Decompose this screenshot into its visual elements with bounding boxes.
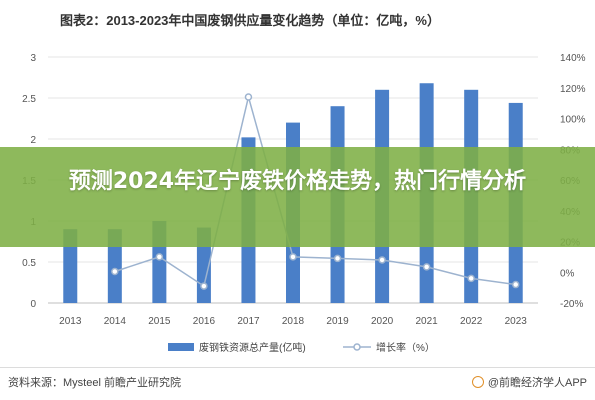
chart-title: 图表2：2013-2023年中国废钢供应量变化趋势（单位：亿吨，%）: [60, 13, 440, 28]
brand-logo-icon: [471, 376, 484, 388]
x-tick-label: 2013: [59, 316, 82, 327]
y-right-tick-label: 100%: [560, 115, 586, 126]
x-tick-label: 2018: [282, 316, 305, 327]
y-left-tick-label: 2: [30, 135, 36, 146]
legend-swatch-bar: [168, 343, 194, 351]
y-right-tick-label: 120%: [560, 84, 586, 95]
y-right-tick-label: -20%: [560, 299, 583, 310]
growth-point: [111, 267, 119, 276]
growth-point: [378, 256, 386, 264]
y-left-tick-label: 0.5: [22, 258, 36, 269]
headline-banner: 预测2024年辽宁废铁价格走势，热门行情分析: [0, 147, 595, 247]
x-tick-label: 2023: [505, 316, 528, 327]
x-tick-label: 2022: [460, 316, 483, 327]
growth-point: [333, 254, 342, 263]
legend-label-bar: 废钢铁资源总产量(亿吨): [199, 341, 306, 354]
y-right-tick-label: 0%: [560, 268, 575, 279]
growth-point: [289, 253, 297, 261]
x-tick-label: 2014: [104, 316, 127, 327]
growth-point: [467, 274, 475, 283]
y-left-tick-label: 0: [30, 299, 36, 310]
growth-point: [244, 93, 253, 101]
growth-point: [422, 263, 431, 271]
growth-line: [114, 96, 516, 288]
x-tick-label: 2015: [148, 316, 171, 327]
growth-point: [155, 253, 164, 261]
y-left-tick-label: 2.5: [22, 94, 36, 105]
x-tick-label: 2017: [237, 316, 260, 327]
credit-text: @前瞻经济学人APP: [487, 377, 587, 389]
x-tick-label: 2016: [193, 316, 216, 327]
footer-divider: [0, 367, 595, 368]
line-series: [111, 93, 520, 290]
legend-label-line: 增长率（%）: [376, 341, 435, 354]
x-tick-label: 2020: [371, 316, 394, 327]
x-tick-label: 2019: [326, 316, 349, 327]
headline-text: 预测2024年辽宁废铁价格走势，热门行情分析: [68, 169, 527, 194]
source-note: 资料来源：Mysteel 前瞻产业研究院: [8, 377, 181, 389]
y-right-tick-label: 140%: [560, 53, 586, 64]
x-tick-label: 2021: [416, 316, 439, 327]
y-left-tick-label: 3: [30, 53, 36, 64]
growth-point: [511, 280, 520, 289]
legend: 废钢铁资源总产量(亿吨) 增长率（%）: [168, 341, 435, 354]
growth-point: [200, 282, 208, 290]
legend-marker-line: [353, 343, 361, 351]
bar: [107, 229, 122, 303]
credit-note: @前瞻经济学人APP: [471, 374, 587, 390]
bar: [63, 229, 78, 303]
